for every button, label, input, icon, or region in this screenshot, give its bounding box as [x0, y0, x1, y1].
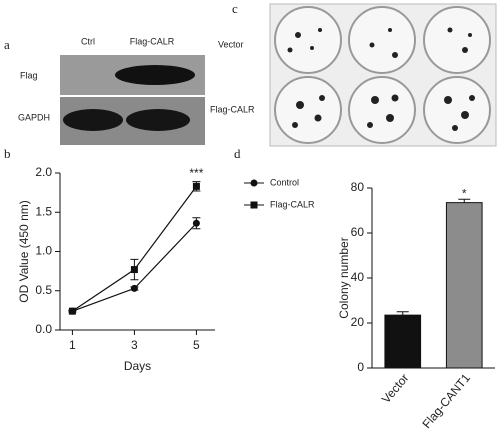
blot	[60, 55, 205, 145]
error-bar	[458, 198, 471, 203]
y-tick-label: 40	[351, 270, 365, 284]
bar	[445, 202, 483, 369]
y-tick-label: 60	[351, 225, 365, 239]
line	[72, 185, 197, 312]
legend-marker	[250, 201, 258, 209]
colony-plates	[269, 3, 497, 147]
row-label: GAPDH	[18, 112, 50, 122]
legend-marker	[250, 179, 258, 187]
y-tick-label: 1.5	[35, 204, 52, 218]
marker	[130, 266, 138, 274]
marker	[130, 284, 138, 292]
panel-label: b	[4, 146, 11, 161]
x-tick-label: 3	[131, 338, 138, 352]
y-tick-label: 20	[351, 315, 365, 329]
x-axis-label: Days	[124, 359, 151, 373]
panel-label: d	[234, 146, 241, 161]
y-tick-label: 80	[351, 180, 365, 194]
annotation: ***	[189, 166, 203, 180]
lane-label: Flag-CALR	[130, 36, 175, 46]
x-tick-label: Vector	[379, 371, 412, 406]
marker	[68, 307, 76, 315]
marker	[192, 182, 200, 190]
panel-label: c	[232, 1, 238, 16]
y-tick-label: 2.0	[35, 165, 52, 179]
x-tick-label: 5	[193, 338, 200, 352]
legend-label: Control	[270, 177, 299, 187]
panel-label: a	[4, 37, 10, 52]
x-tick-label: 1	[69, 338, 76, 352]
lane-label: Ctrl	[81, 36, 95, 46]
y-tick-label: 0.0	[35, 322, 52, 336]
error-bar	[396, 311, 409, 316]
marker	[192, 219, 200, 227]
legend-label: Flag-CALR	[270, 199, 315, 209]
y-axis-label: OD Value (450 nm)	[17, 200, 31, 303]
y-tick-label: 1.0	[35, 244, 52, 258]
y-tick-label: 0	[357, 360, 364, 374]
annotation: *	[462, 186, 467, 200]
bar	[384, 314, 422, 369]
row-label: Flag	[20, 70, 38, 80]
x-tick-label: Flag-CANT1	[419, 371, 473, 431]
y-axis-label: Colony number	[337, 237, 351, 318]
y-tick-label: 0.5	[35, 283, 52, 297]
row-label: Flag-CALR	[210, 104, 255, 114]
row-label: Vector	[218, 39, 244, 49]
